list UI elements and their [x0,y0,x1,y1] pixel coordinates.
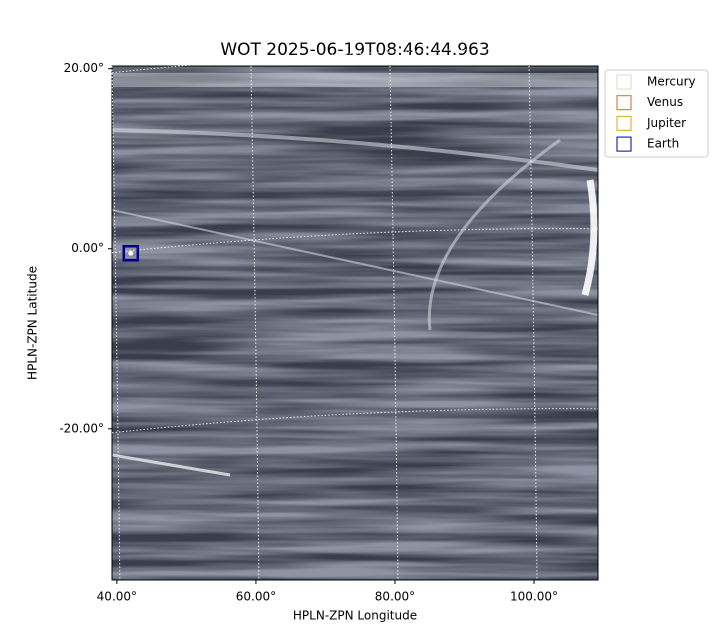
y-tick-label: -20.00° [59,421,104,435]
image [112,66,598,580]
x-tick-label: 80.00° [375,590,415,604]
legend-label: Earth [647,137,679,151]
planet-glow [128,250,134,256]
grid-line [528,65,538,581]
plot-frame [111,65,599,581]
legend-swatch [616,74,632,90]
y-axis-label: HPLN-ZPN Latitude [26,266,40,380]
x-tick-label: 100.00° [510,590,558,604]
grid-line [111,228,599,254]
grid-line [111,48,599,74]
legend [604,69,709,158]
legend-label: Jupiter [646,116,686,130]
grid-line [389,65,399,581]
x-tick-label: 40.00° [97,590,137,604]
y-tick-label: 0.00° [71,241,104,255]
x-tick-label: 60.00° [236,590,276,604]
y-tick-label: 20.00° [64,61,104,75]
legend-label: Mercury [647,75,696,89]
legend-swatch [616,115,632,131]
x-axis-label: HPLN-ZPN Longitude [293,609,417,623]
chart-title: WOT 2025-06-19T08:46:44.963 [220,40,489,60]
grid-line [111,408,599,434]
grid-line [250,65,260,581]
legend-swatch [616,95,632,111]
legend-swatch [616,136,632,152]
grid-line [111,65,121,581]
legend-label: Venus [647,95,683,109]
planet-marker [122,244,140,262]
